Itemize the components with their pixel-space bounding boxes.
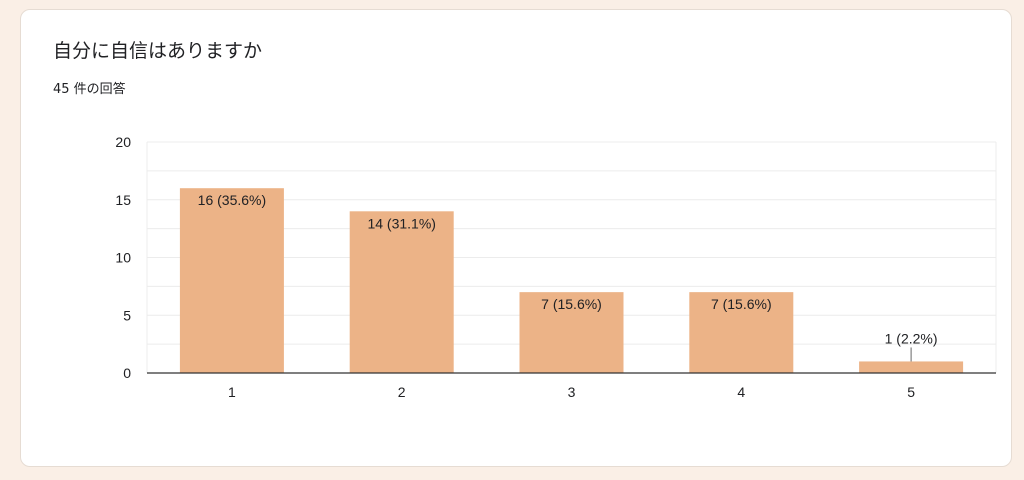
response-count: 45 件の回答 bbox=[53, 82, 126, 97]
bar-5 bbox=[859, 361, 964, 373]
y-axis-ticks: 0 5 10 15 20 bbox=[115, 134, 131, 381]
data-label: 7 (15.6%) bbox=[711, 296, 772, 312]
data-label: 1 (2.2%) bbox=[885, 330, 938, 346]
question-title: 自分に自信はありますか bbox=[53, 40, 263, 62]
bar-1 bbox=[179, 188, 284, 373]
grid-lines bbox=[146, 141, 997, 373]
x-tick-label: 4 bbox=[737, 384, 745, 400]
data-label: 7 (15.6%) bbox=[541, 296, 602, 312]
x-tick-label: 2 bbox=[398, 384, 406, 400]
bar-2 bbox=[349, 211, 454, 373]
x-tick-label: 3 bbox=[568, 384, 576, 400]
x-axis-ticks: 1 2 3 4 5 bbox=[228, 384, 915, 400]
question-card: 自分に自信はありますか 45 件の回答 0 5 10 15 20 16 (35.6%) 1… bbox=[20, 9, 1012, 467]
y-tick-label: 10 bbox=[115, 250, 131, 266]
y-tick-label: 5 bbox=[123, 307, 131, 323]
x-tick-label: 1 bbox=[228, 384, 236, 400]
data-label: 16 (35.6%) bbox=[198, 192, 266, 208]
data-label: 14 (31.1%) bbox=[367, 215, 435, 231]
bars bbox=[179, 188, 964, 373]
y-tick-label: 20 bbox=[115, 134, 131, 150]
y-tick-label: 0 bbox=[123, 365, 131, 381]
x-tick-label: 5 bbox=[907, 384, 915, 400]
bar-4 bbox=[689, 292, 794, 373]
data-labels: 16 (35.6%) 14 (31.1%) 7 (15.6%) 7 (15.6%) 1 … bbox=[198, 192, 938, 362]
bar-3 bbox=[519, 292, 624, 373]
y-tick-label: 15 bbox=[115, 192, 131, 208]
